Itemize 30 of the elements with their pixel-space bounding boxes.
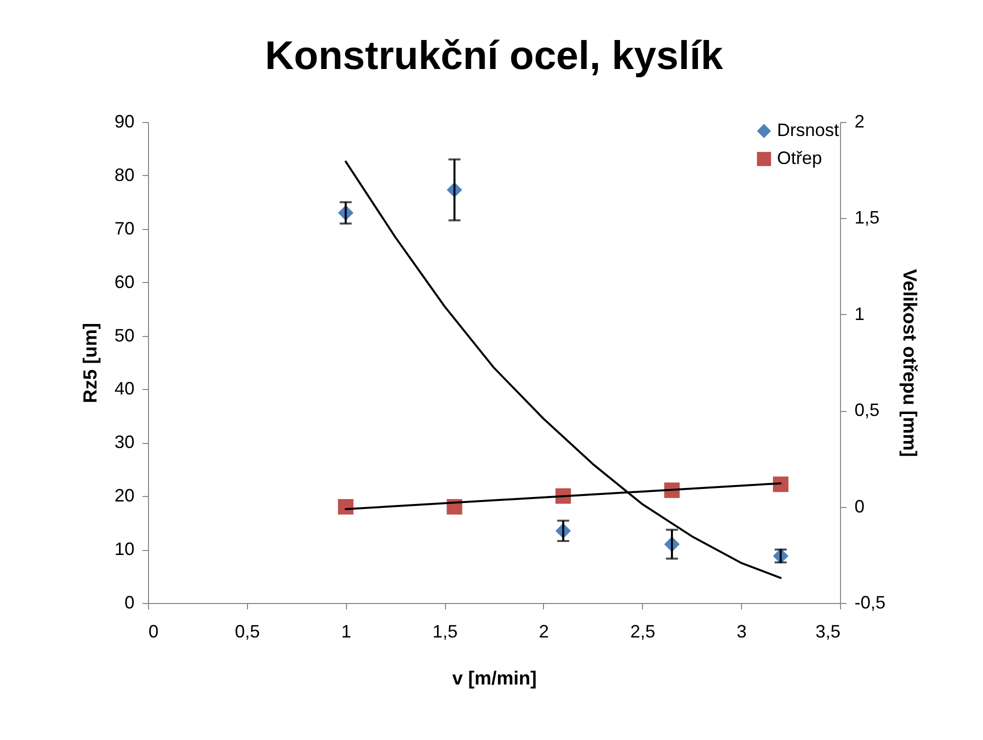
legend-label: Drsnost [777, 120, 840, 140]
y-tick-label: 50 [114, 325, 134, 346]
legend-label: Otřep [777, 148, 822, 168]
x-tick-label: 2,5 [630, 622, 656, 642]
x-tick-label: 0,5 [234, 622, 260, 642]
y-tick-label: 60 [114, 272, 134, 292]
y-tick-label: 80 [114, 164, 134, 185]
y2-tick-label: 0 [854, 496, 865, 516]
x-tick-label: 1,5 [432, 622, 458, 642]
y-tick-label: 10 [114, 539, 134, 560]
x-tick-label: 2 [538, 622, 549, 642]
y-tick-label: 40 [114, 378, 134, 399]
y2-tick-label: 1,5 [854, 208, 880, 228]
y2-tick-label: 0,5 [854, 400, 880, 420]
y-tick-label: 30 [114, 432, 134, 452]
x-axis-title: v [m/min] [452, 668, 537, 690]
y-tick-label: 70 [114, 218, 134, 238]
y-tick-label: 20 [114, 486, 134, 506]
x-tick-label: 3 [736, 622, 747, 642]
x-tick-label: 0 [148, 622, 159, 642]
y2-tick-label: 1 [854, 304, 865, 324]
y-axis-title: Rz5 [um] [80, 322, 102, 404]
y-tick-label: 90 [114, 112, 134, 132]
x-tick-label: 3,5 [815, 622, 840, 642]
y-tick-label: 0 [124, 592, 134, 612]
y2-axis-title: Velikost otřepu [mm] [898, 269, 920, 457]
y2-tick-label: 2 [854, 112, 865, 132]
y2-tick-label: -0,5 [854, 592, 886, 612]
chart-title: Konstrukční ocel, kyslík [265, 34, 724, 78]
x-tick-label: 1 [341, 622, 352, 642]
